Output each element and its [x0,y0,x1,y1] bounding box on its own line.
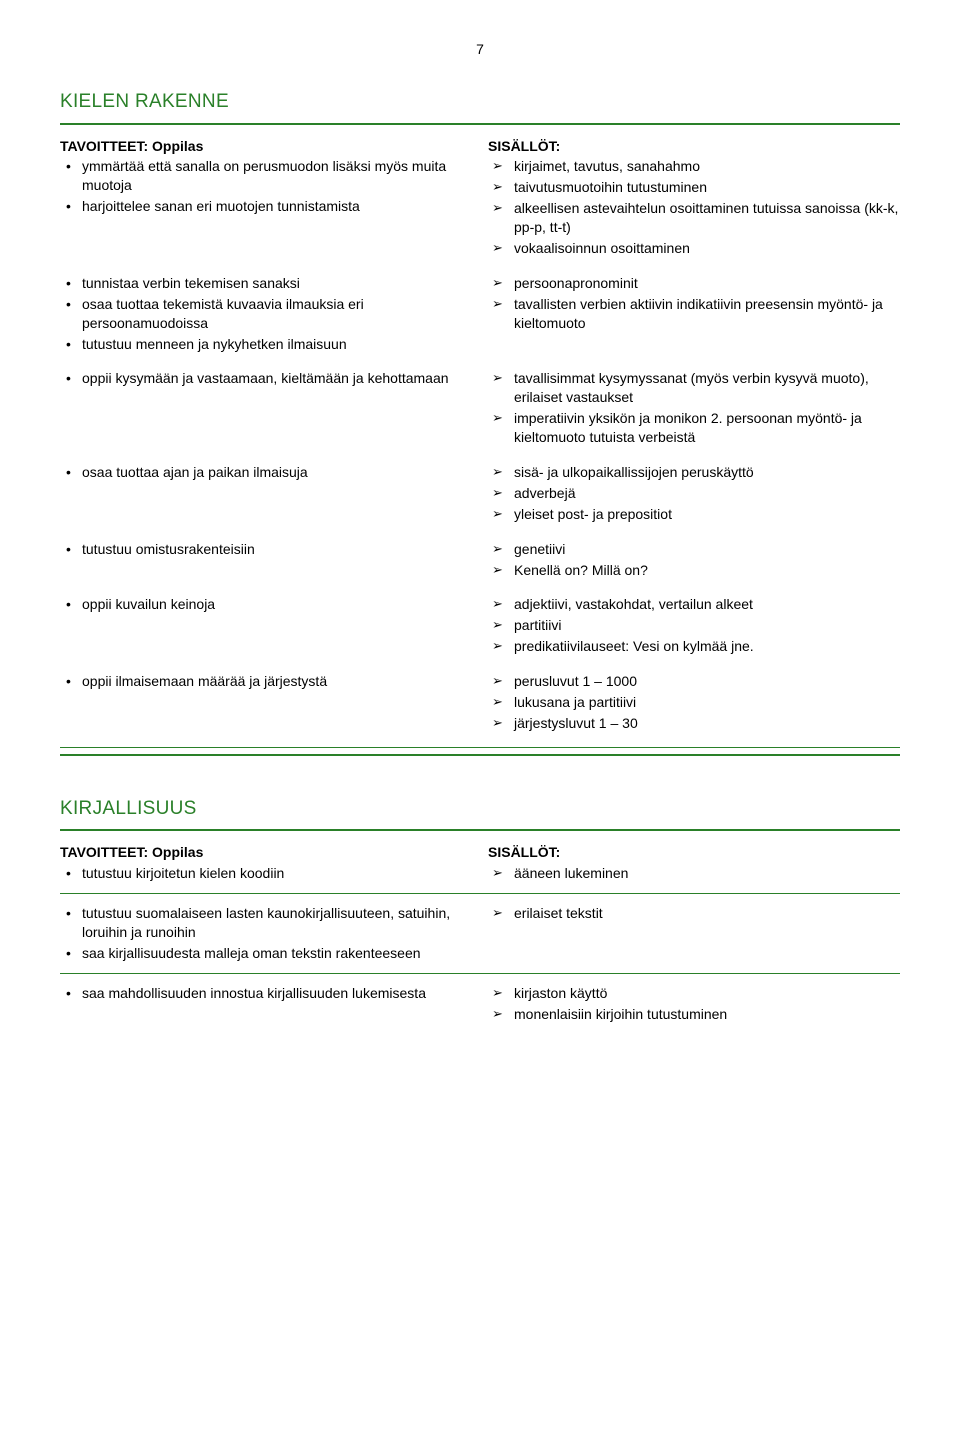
goals-list: osaa tuottaa ajan ja paikan ilmaisuja [60,463,472,482]
list-item: oppii kuvailun keinoja [60,595,472,614]
table-row: oppii ilmaisemaan määrää ja järjestystä … [60,664,900,741]
list-item: monenlaisiin kirjoihin tutustuminen [488,1005,900,1024]
list-item: sisä- ja ulkopaikallissijojen peruskäytt… [488,463,900,482]
content-list: persoonapronominit tavallisten verbien a… [488,274,900,333]
list-item: genetiivi [488,540,900,559]
list-item: adjektiivi, vastakohdat, vertailun alkee… [488,595,900,614]
list-item: ääneen lukeminen [488,864,900,883]
content-list: perusluvut 1 – 1000 lukusana ja partitii… [488,672,900,733]
list-item: partitiivi [488,616,900,635]
kielen-rakenne-table: TAVOITTEET: Oppilas ymmärtää että sanall… [60,131,900,741]
table-row: saa mahdollisuuden innostua kirjallisuud… [60,976,900,1032]
list-item: tavallisimmat kysymyssanat (myös verbin … [488,369,900,407]
content-list: sisä- ja ulkopaikallissijojen peruskäytt… [488,463,900,524]
rule-thick [60,829,900,831]
right-column-header: SISÄLLÖT: [488,843,900,862]
table-row: oppii kysymään ja vastaamaan, kieltämään… [60,361,900,455]
goals-list: tutustuu omistusrakenteisiin [60,540,472,559]
left-column-header: TAVOITTEET: Oppilas [60,137,472,156]
goals-list: tutustuu kirjoitetun kielen koodiin [60,864,472,883]
table-row: tutustuu omistusrakenteisiin genetiivi K… [60,532,900,588]
list-item: erilaiset tekstit [488,904,900,923]
list-item: tutustuu menneen ja nykyhetken ilmaisuun [60,335,472,354]
rule-thin [60,747,900,748]
goals-list: tutustuu suomalaiseen lasten kaunokirjal… [60,904,472,963]
table-header-row: TAVOITTEET: Oppilas tutustuu kirjoitetun… [60,837,900,891]
table-row: tunnistaa verbin tekemisen sanaksi osaa … [60,266,900,362]
list-item: kirjaimet, tavutus, sanahahmo [488,157,900,176]
table-row: tutustuu suomalaiseen lasten kaunokirjal… [60,896,900,971]
list-item: predikatiivilauseet: Vesi on kylmää jne. [488,637,900,656]
content-list: erilaiset tekstit [488,904,900,923]
table-row: osaa tuottaa ajan ja paikan ilmaisuja si… [60,455,900,532]
content-list: genetiivi Kenellä on? Millä on? [488,540,900,580]
list-item: saa mahdollisuuden innostua kirjallisuud… [60,984,472,1003]
rule-thick [60,754,900,756]
list-item: perusluvut 1 – 1000 [488,672,900,691]
list-item: lukusana ja partitiivi [488,693,900,712]
rule-thick [60,123,900,125]
content-list: kirjaston käyttö monenlaisiin kirjoihin … [488,984,900,1024]
content-list: ääneen lukeminen [488,864,900,883]
table-header-row: TAVOITTEET: Oppilas ymmärtää että sanall… [60,131,900,266]
left-column-header: TAVOITTEET: Oppilas [60,843,472,862]
list-item: tunnistaa verbin tekemisen sanaksi [60,274,472,293]
list-item: kirjaston käyttö [488,984,900,1003]
content-list: kirjaimet, tavutus, sanahahmo taivutusmu… [488,157,900,257]
goals-list: oppii kuvailun keinoja [60,595,472,614]
list-item: oppii ilmaisemaan määrää ja järjestystä [60,672,472,691]
goals-list: oppii kysymään ja vastaamaan, kieltämään… [60,369,472,388]
page-number: 7 [60,40,900,59]
list-item: tutustuu suomalaiseen lasten kaunokirjal… [60,904,472,942]
list-item: tutustuu omistusrakenteisiin [60,540,472,559]
list-item: tutustuu kirjoitetun kielen koodiin [60,864,472,883]
goals-list: ymmärtää että sanalla on perusmuodon lis… [60,157,472,216]
goals-list: tunnistaa verbin tekemisen sanaksi osaa … [60,274,472,354]
list-item: ymmärtää että sanalla on perusmuodon lis… [60,157,472,195]
list-item: yleiset post- ja prepositiot [488,505,900,524]
kirjallisuus-table: TAVOITTEET: Oppilas tutustuu kirjoitetun… [60,837,900,1031]
right-column-header: SISÄLLÖT: [488,137,900,156]
goals-list: oppii ilmaisemaan määrää ja järjestystä [60,672,472,691]
section-title-kirjallisuus: KIRJALLISUUS [60,796,900,822]
list-item: Kenellä on? Millä on? [488,561,900,580]
list-item: oppii kysymään ja vastaamaan, kieltämään… [60,369,472,388]
list-item: alkeellisen astevaihtelun osoittaminen t… [488,199,900,237]
list-item: persoonapronominit [488,274,900,293]
content-list: tavallisimmat kysymyssanat (myös verbin … [488,369,900,447]
list-item: adverbejä [488,484,900,503]
list-item: tavallisten verbien aktiivin indikatiivi… [488,295,900,333]
list-item: saa kirjallisuudesta malleja oman teksti… [60,944,472,963]
list-item: imperatiivin yksikön ja monikon 2. perso… [488,409,900,447]
list-item: osaa tuottaa tekemistä kuvaavia ilmauksi… [60,295,472,333]
section-title-kielen-rakenne: KIELEN RAKENNE [60,89,900,115]
list-item: taivutusmuotoihin tutustuminen [488,178,900,197]
content-list: adjektiivi, vastakohdat, vertailun alkee… [488,595,900,656]
list-item: järjestysluvut 1 – 30 [488,714,900,733]
list-item: harjoittelee sanan eri muotojen tunnista… [60,197,472,216]
list-item: vokaalisoinnun osoittaminen [488,239,900,258]
table-row: oppii kuvailun keinoja adjektiivi, vasta… [60,587,900,664]
goals-list: saa mahdollisuuden innostua kirjallisuud… [60,984,472,1003]
list-item: osaa tuottaa ajan ja paikan ilmaisuja [60,463,472,482]
